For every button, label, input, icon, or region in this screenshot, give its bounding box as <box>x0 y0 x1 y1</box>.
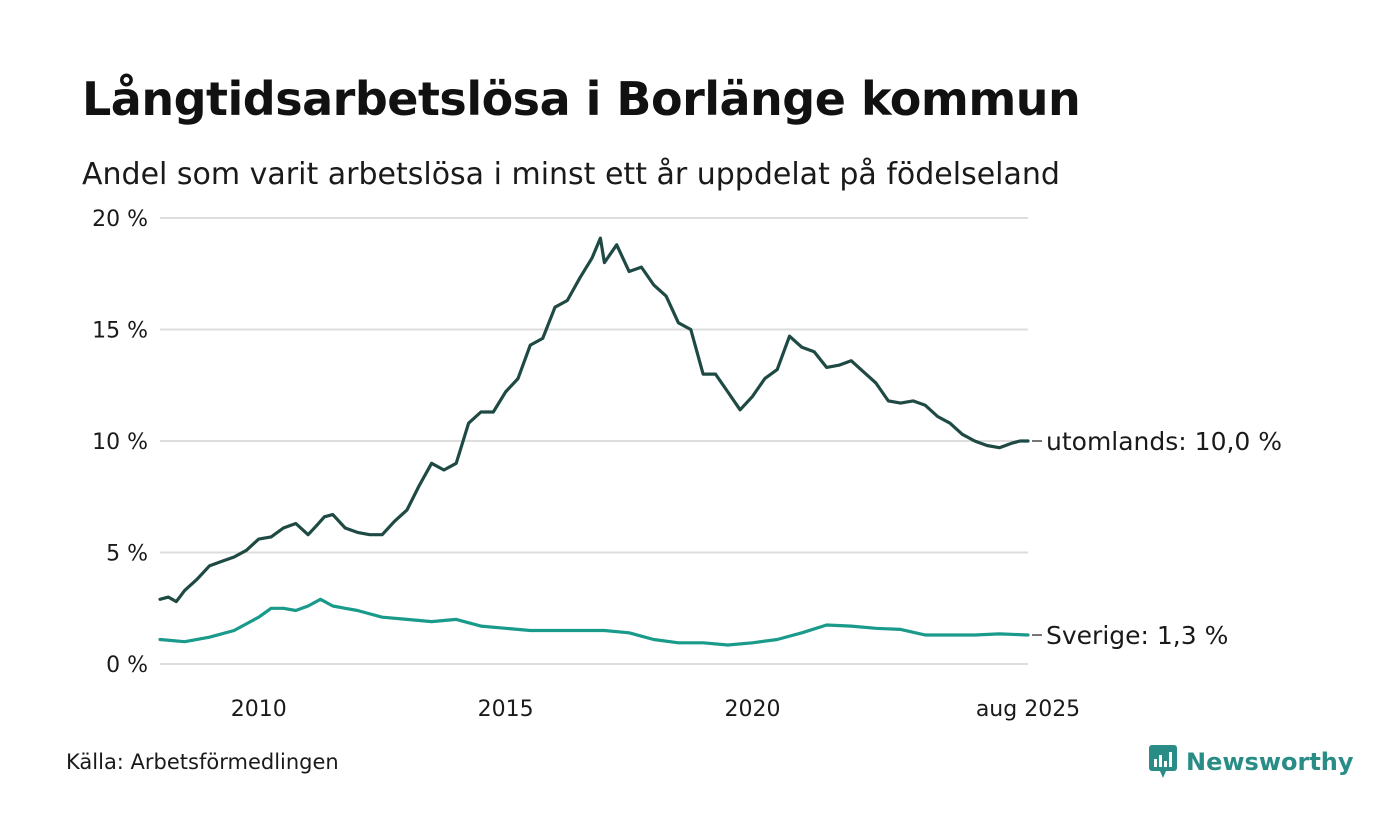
x-tick-label: 2010 <box>231 697 287 722</box>
chart-subtitle: Andel som varit arbetslösa i minst ett å… <box>82 157 1060 192</box>
y-tick-label: 0 % <box>106 653 148 678</box>
x-tick-label: 2015 <box>478 697 534 722</box>
x-axis-ticks: 2010 2015 2020 aug 2025 <box>231 697 1080 722</box>
newsworthy-logo-icon <box>1149 745 1177 778</box>
series-line-sverige <box>158 597 1030 647</box>
y-tick-label: 20 % <box>92 207 148 232</box>
source-note: Källa: Arbetsförmedlingen <box>66 750 339 774</box>
y-tick-label: 10 % <box>92 430 148 455</box>
y-axis-ticks: 0 % 5 % 10 % 15 % 20 % <box>92 207 148 678</box>
series-lines <box>158 236 1030 647</box>
end-label-utomlands: utomlands: 10,0 % <box>1046 427 1282 456</box>
y-tick-label: 15 % <box>92 319 148 344</box>
chart-title: Långtidsarbetslösa i Borlänge kommun <box>82 72 1081 126</box>
series-end-labels: utomlands: 10,0 % Sverige: 1,3 % <box>1032 427 1282 650</box>
x-tick-label: aug 2025 <box>976 697 1080 722</box>
end-label-sverige: Sverige: 1,3 % <box>1046 621 1228 650</box>
brand-logo: Newsworthy <box>1148 744 1354 780</box>
y-tick-label: 5 % <box>106 542 148 567</box>
series-line-utomlands <box>158 236 1030 604</box>
brand-name: Newsworthy <box>1186 748 1354 776</box>
gridlines <box>160 217 1028 665</box>
x-tick-label: 2020 <box>724 697 780 722</box>
